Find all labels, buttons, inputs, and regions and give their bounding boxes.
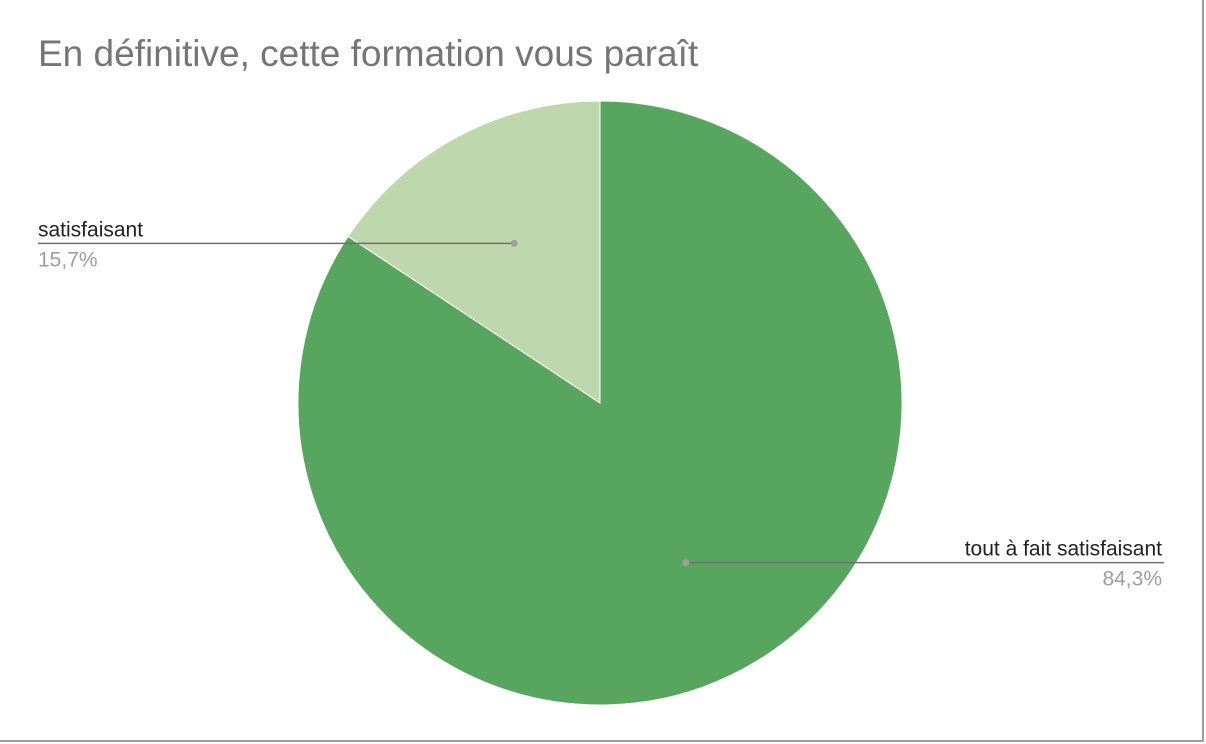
slice-value-label-0: 84,3%	[1102, 568, 1162, 591]
chart-title: En définitive, cette formation vous para…	[38, 33, 699, 74]
slice-value-label-1: 15,7%	[38, 248, 98, 271]
slice-label-1: satisfaisant	[38, 218, 143, 241]
leader-dot-0	[682, 559, 690, 567]
slice-label-0: tout à fait satisfaisant	[965, 538, 1162, 561]
slice-label-group-0: tout à fait satisfaisant 84,3%	[682, 538, 1164, 591]
leader-dot-1	[510, 239, 518, 247]
pie-slice-1	[347, 100, 601, 404]
slice-label-group-1: satisfaisant 15,7%	[38, 218, 518, 271]
